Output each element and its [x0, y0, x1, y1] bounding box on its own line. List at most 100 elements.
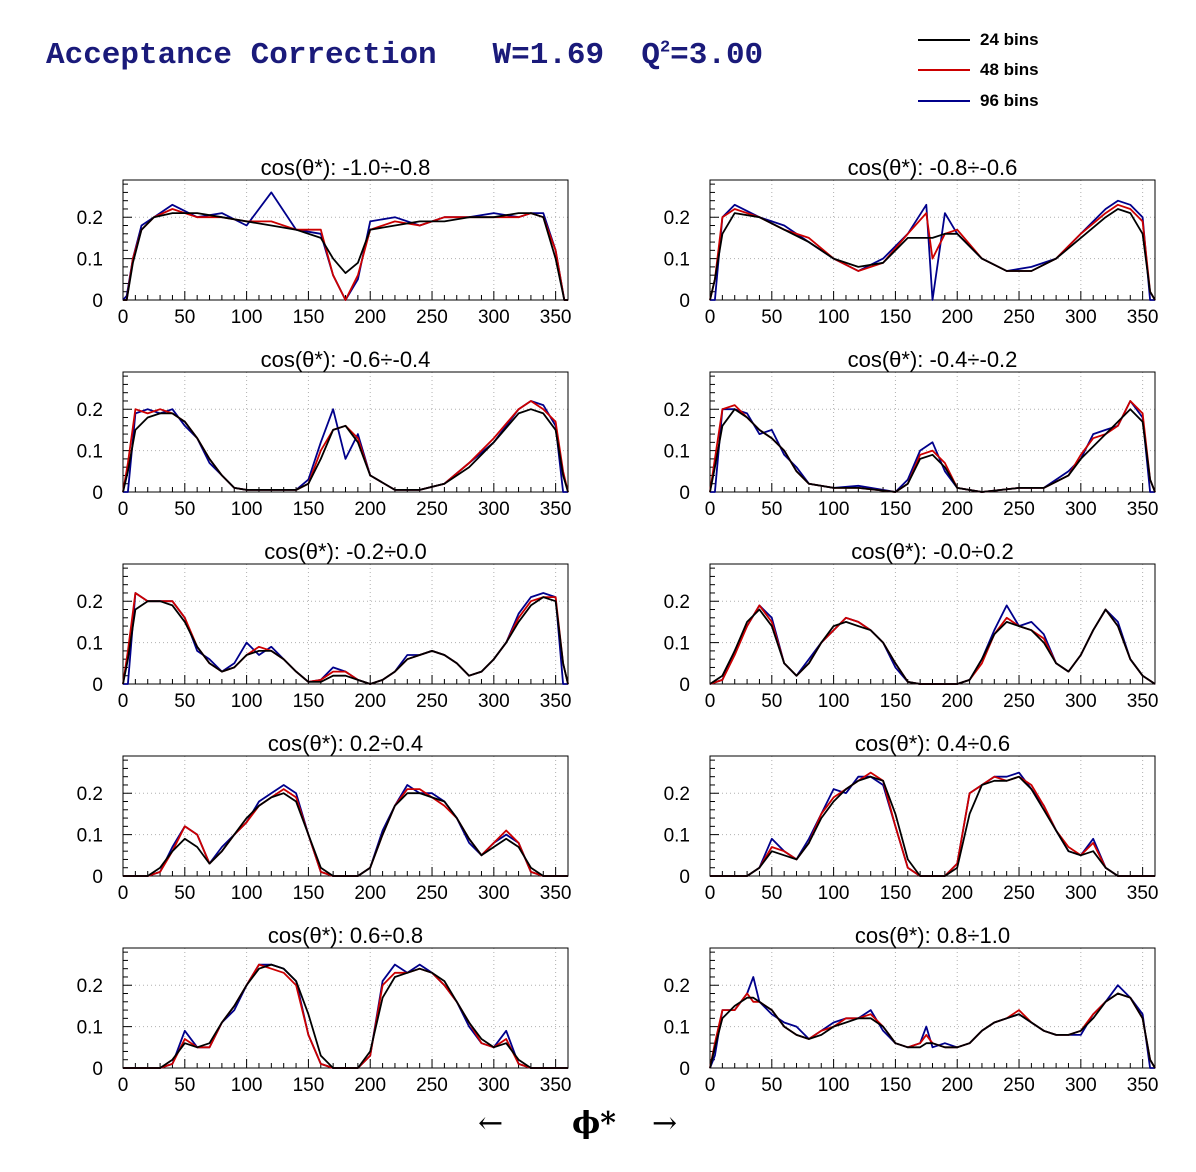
right-arrow-icon: →: [652, 1106, 678, 1141]
x-tick-label: 300: [1065, 499, 1097, 520]
series-line-96-bins: [710, 400, 1155, 493]
subplot-title: cos(θ*): 0.8÷1.0: [855, 923, 1010, 948]
plot-frame: [122, 179, 569, 301]
subplot-title: cos(θ*): 0.2÷0.4: [268, 731, 423, 756]
x-tick-label: 0: [705, 883, 716, 904]
x-tick-label: 150: [880, 499, 912, 520]
x-tick-label: 250: [1003, 883, 1035, 904]
q-superscript: 2: [659, 38, 671, 58]
y-tick-label: 0: [679, 483, 690, 504]
x-tick-label: 200: [941, 1075, 973, 1096]
series-line-24-bins: [123, 792, 568, 877]
series-line-48-bins: [122, 592, 569, 685]
y-tick-label: 0.2: [77, 208, 103, 229]
x-tick-label: 200: [941, 883, 973, 904]
x-tick-label: 50: [174, 691, 195, 712]
x-tick-label: 350: [540, 1075, 572, 1096]
subplot-8: 0 50 100 150 200 250 300 350 0 0.1 0.2 cos(θ*): 0.4…: [664, 731, 1159, 904]
series-line-96-bins: [710, 771, 1155, 877]
x-tick-label: 200: [354, 1075, 386, 1096]
y-tick-label: 0.1: [664, 826, 690, 847]
y-tick-label: 0.2: [77, 400, 103, 421]
x-tick-label: 350: [1127, 883, 1159, 904]
x-tick-label: 100: [231, 883, 263, 904]
series-line-96-bins: [710, 199, 1155, 301]
x-tick-label: 350: [540, 883, 572, 904]
y-tick-label: 0.1: [77, 1018, 103, 1039]
legend-entry-48: 48 bins: [918, 60, 1098, 80]
y-tick-label: 0.1: [77, 442, 103, 463]
q-prefix: Q: [641, 38, 660, 73]
y-tick-label: 0.2: [664, 592, 690, 613]
y-tick-label: 0.1: [77, 250, 103, 271]
series-line-48-bins: [710, 771, 1155, 877]
y-tick-label: 0.2: [77, 784, 103, 805]
y-tick-label: 0: [92, 675, 103, 696]
y-tick-label: 0.2: [664, 400, 690, 421]
series-line-48-bins: [123, 208, 568, 301]
x-tick-label: 150: [293, 499, 325, 520]
x-tick-label: 50: [174, 1075, 195, 1096]
x-tick-label: 250: [416, 883, 448, 904]
x-tick-label: 200: [354, 499, 386, 520]
x-tick-label: 100: [818, 691, 850, 712]
series-line-48-bins: [709, 992, 1156, 1069]
series-line-24-bins: [123, 963, 568, 1069]
x-tick-label: 150: [293, 307, 325, 328]
plot-frame: [122, 947, 569, 1069]
x-tick-label: 50: [174, 883, 195, 904]
y-tick-label: 0.2: [664, 208, 690, 229]
x-tick-label: 350: [540, 691, 572, 712]
plot-frame: [709, 755, 1156, 877]
x-tick-label: 300: [478, 499, 510, 520]
subplot-title: cos(θ*): 0.6÷0.8: [268, 923, 423, 948]
x-tick-label: 200: [941, 307, 973, 328]
subplot-title: cos(θ*): -0.4÷-0.2: [848, 347, 1018, 372]
x-tick-label: 0: [118, 307, 129, 328]
subplot-10: 0 50 100 150 200 250 300 350 0 0.1 0.2 cos(θ*): 0.8…: [664, 923, 1159, 1096]
x-tick-label: 150: [293, 691, 325, 712]
x-tick-label: 200: [354, 307, 386, 328]
x-tick-label: 100: [231, 307, 263, 328]
x-tick-label: 200: [941, 691, 973, 712]
series-line-24-bins: [709, 608, 1156, 685]
x-tick-label: 100: [818, 307, 850, 328]
x-tick-label: 100: [818, 499, 850, 520]
x-tick-label: 350: [540, 499, 572, 520]
x-tick-label: 50: [174, 307, 195, 328]
y-tick-label: 0.2: [77, 592, 103, 613]
x-tick-label: 0: [705, 499, 716, 520]
x-tick-label: 300: [478, 883, 510, 904]
x-tick-label: 350: [540, 307, 572, 328]
q-value: =3.00: [670, 38, 764, 73]
x-tick-label: 300: [1065, 1075, 1097, 1096]
series-line-24-bins: [709, 208, 1156, 301]
plot-frame: [709, 563, 1156, 685]
subplot-title: cos(θ*): -0.8÷-0.6: [848, 155, 1018, 180]
series-line-24-bins: [710, 775, 1155, 877]
x-tick-label: 0: [118, 691, 129, 712]
series-line-96-bins: [123, 963, 568, 1069]
x-tick-label: 300: [1065, 691, 1097, 712]
x-tick-label: 250: [416, 691, 448, 712]
w-label: W=1.69: [492, 38, 605, 73]
x-tick-label: 50: [761, 307, 782, 328]
x-tick-label: 150: [293, 1075, 325, 1096]
series-line-96-bins: [709, 976, 1155, 1069]
x-tick-label: 0: [118, 883, 129, 904]
x-tick-label: 50: [761, 883, 782, 904]
subplot-9: 0 50 100 150 200 250 300 350 0 0.1 0.2 cos(θ*): 0.6…: [77, 923, 572, 1096]
x-tick-label: 50: [761, 499, 782, 520]
x-tick-label: 0: [118, 499, 129, 520]
subplot-title: cos(θ*): -1.0÷-0.8: [261, 155, 431, 180]
x-tick-label: 50: [174, 499, 195, 520]
series-line-96-bins: [709, 604, 1156, 685]
x-tick-label: 300: [1065, 883, 1097, 904]
y-tick-label: 0.1: [664, 634, 690, 655]
x-tick-label: 50: [761, 1075, 782, 1096]
subplot-title: cos(θ*): -0.0÷0.2: [851, 539, 1013, 564]
x-tick-label: 0: [705, 1075, 716, 1096]
x-axis-label: ϕ*: [572, 1106, 616, 1141]
subplot-1: 0 50 100 150 200 250 300 350 0 0.1 0.2 cos(θ*): -1.…: [77, 155, 572, 328]
y-tick-label: 0: [92, 1059, 103, 1080]
